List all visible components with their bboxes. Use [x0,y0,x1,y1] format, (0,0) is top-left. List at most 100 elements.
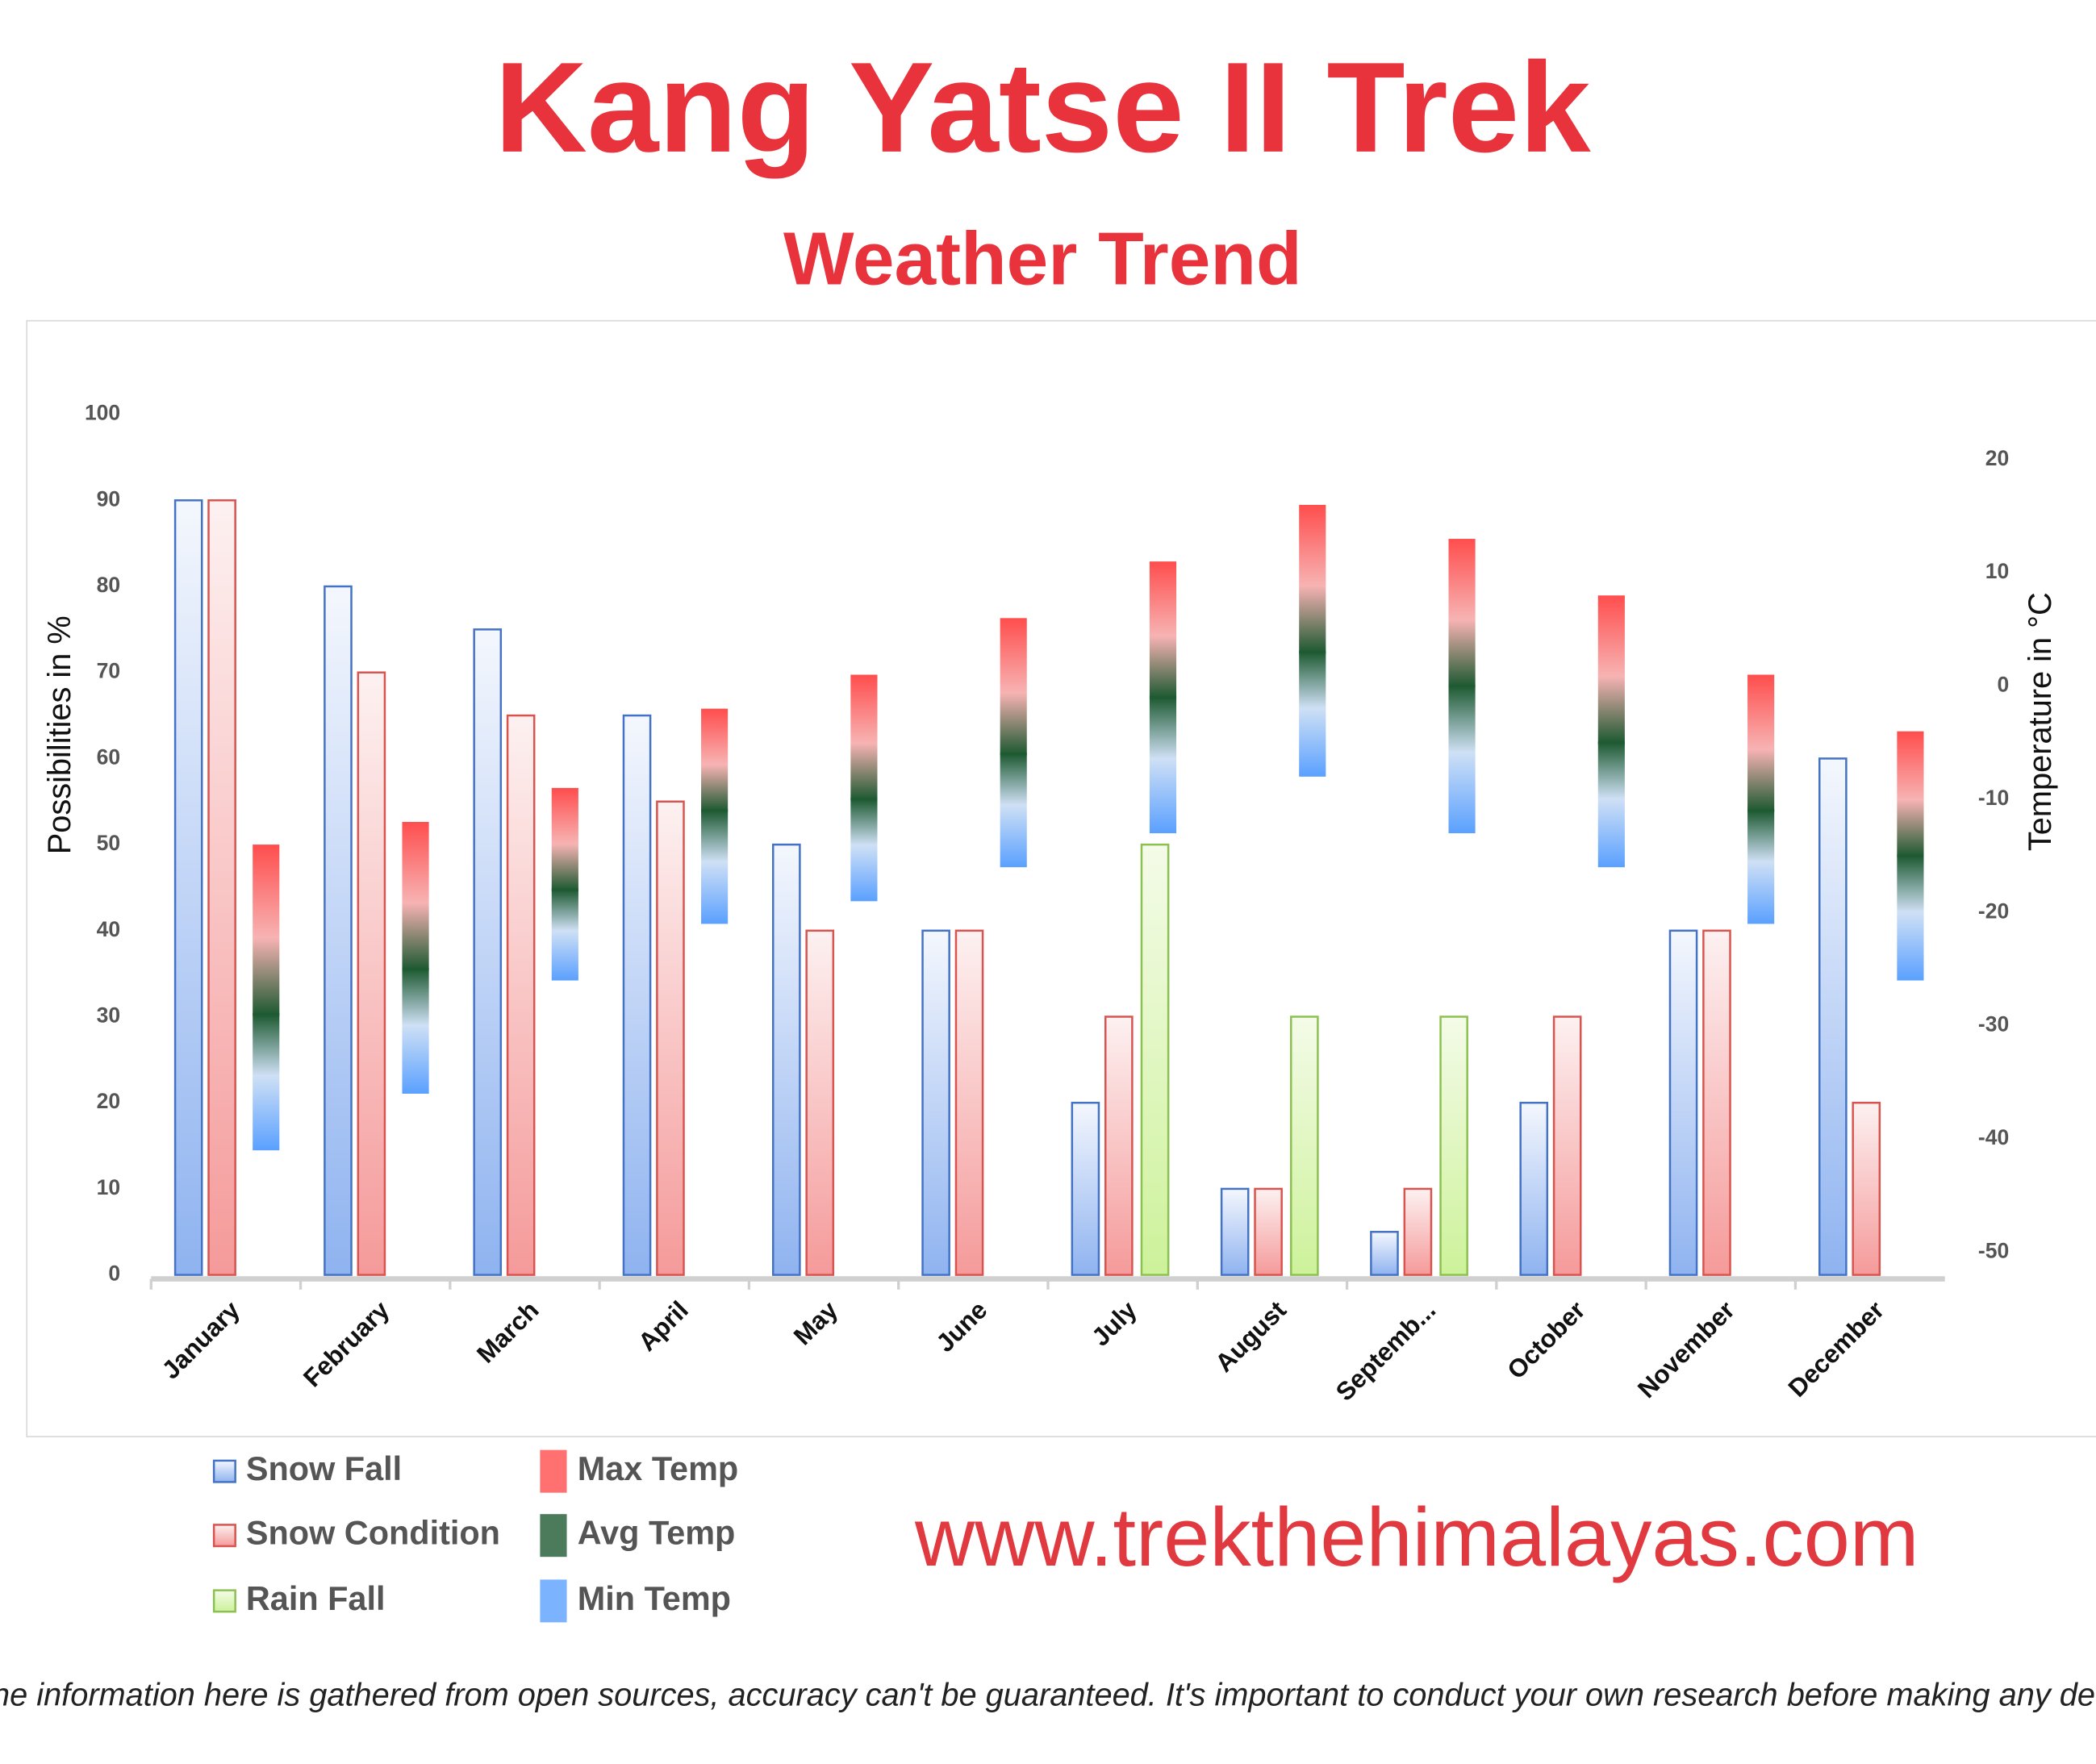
bar [1702,929,1731,1276]
x-tick-label: January [157,1295,245,1384]
y2-tick-label: 0 [1998,673,2010,697]
y2-tick-label: -50 [1978,1239,2009,1263]
avg-temperature [1299,650,1326,654]
y-tick-label: 0 [108,1261,120,1286]
chart-title: Kang Yatse II Trek [495,35,1591,179]
y2-axis-title: Temperature in °C [2023,592,2058,851]
avg-temperature [1149,695,1177,699]
y2-tick-label: -30 [1978,1012,2009,1036]
temperature-range [1000,618,1027,868]
plot-frame [26,319,2096,1437]
avg-temperature [701,809,729,812]
avg-temperature [551,888,578,891]
y-tick-label: 60 [97,744,120,769]
bar [1071,1101,1100,1276]
bar [1439,1015,1468,1276]
legend-label: Max Temp [578,1450,738,1487]
avg-temperature [850,798,878,801]
y-tick-label: 70 [97,659,120,683]
bar [1254,1187,1283,1276]
x-tick-label: July [1086,1295,1142,1352]
avg-temperature [402,967,429,971]
avg-temperature [1747,809,1775,812]
temperature-range [402,822,429,1094]
temperature-range [1299,504,1326,777]
bar [1220,1187,1250,1276]
temperature-range [1747,674,1775,924]
website: www.trekthehimalayas.com [914,1491,1919,1583]
avg-temperature [1897,854,1924,857]
avg-temperature [253,1013,280,1016]
chart-subtitle: Weather Trend [783,217,1302,301]
bar [772,843,801,1276]
bar [207,499,236,1276]
legend-label: Min Temp [578,1580,731,1617]
y-tick-label: 50 [97,831,120,855]
legend-swatch [540,1579,567,1623]
legend-label: Snow Fall [246,1450,402,1487]
bar [173,499,203,1276]
avg-temperature [1597,741,1625,744]
x-tick-label: October [1502,1295,1591,1384]
bar [1552,1015,1582,1276]
legend-label: Snow Condition [246,1515,500,1552]
bar [506,714,536,1276]
bar [1140,843,1170,1276]
bar [1668,929,1698,1276]
y-tick-label: 10 [97,1175,120,1199]
y2-tick-label: 20 [1985,446,2009,470]
bar [1403,1187,1433,1276]
x-tick-label: February [298,1295,395,1392]
y2-tick-label: -10 [1978,786,2009,810]
y-tick-label: 40 [97,917,120,941]
x-tick-label: December [1783,1295,1889,1402]
bar [954,929,984,1276]
y2-tick-label: -20 [1978,899,2009,923]
y-tick-label: 20 [97,1089,120,1113]
legend-swatch [212,1524,236,1548]
y-tick-label: 80 [97,573,120,597]
bar [921,929,950,1276]
bar [1104,1015,1134,1276]
y-tick-label: 30 [97,1003,120,1028]
bar [1818,757,1848,1276]
y-axis-title: Possibilities in % [42,615,77,854]
bar [622,714,652,1276]
temperature-range [1597,595,1625,868]
x-tick-label: November [1632,1295,1740,1403]
legend-label: Avg Temp [578,1515,736,1552]
legend-swatch [212,1589,236,1613]
bar [324,585,353,1276]
temperature-range [253,844,280,1151]
legend-label: Rain Fall [246,1580,386,1617]
bar [1519,1101,1549,1276]
x-tick-label: April [633,1295,693,1356]
bar [1290,1015,1319,1276]
legend-swatch [540,1514,567,1558]
disclaimer: While the information here is gathered f… [0,1678,2096,1713]
temperature-range [551,787,578,981]
avg-temperature [1000,753,1027,756]
bar [473,628,503,1276]
avg-temperature [1448,684,1476,688]
y2-tick-label: -40 [1978,1125,2009,1149]
x-tick-label: August [1210,1295,1292,1378]
y2-tick-label: 10 [1985,559,2009,583]
legend-swatch [212,1459,236,1483]
bar [805,929,835,1276]
x-tick-label: June [931,1295,993,1357]
bar [656,800,685,1276]
y-tick-label: 100 [85,401,120,425]
temperature-range [850,674,878,902]
bar [1370,1231,1399,1276]
bar [1852,1101,1881,1276]
x-tick-label: March [471,1295,544,1368]
y-tick-label: 90 [97,486,120,511]
legend-swatch [540,1449,567,1493]
temperature-range [701,708,729,924]
x-tick-label: Septemb... [1330,1295,1441,1406]
bar [357,671,386,1276]
x-tick-label: May [788,1295,843,1350]
